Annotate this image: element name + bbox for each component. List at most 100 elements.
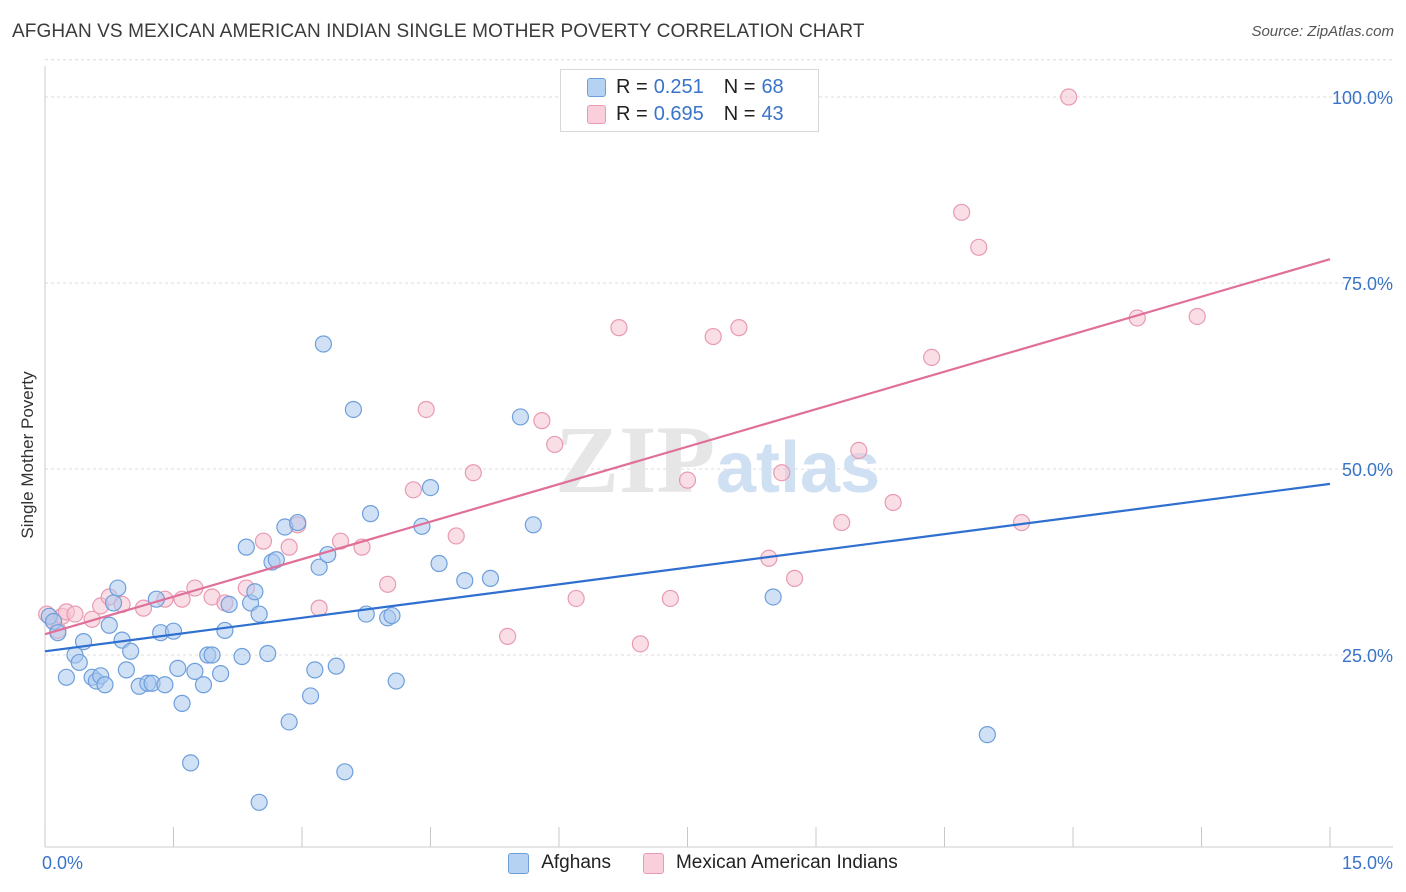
legend-label-mexican-american-indians: Mexican American Indians [675, 852, 898, 873]
trend-line-mexican-american-indians [44, 258, 1331, 636]
data-point-afghans [212, 664, 230, 683]
data-point-mexican-american-indians [464, 464, 482, 482]
data-point-afghans [481, 569, 500, 587]
data-point-afghans [194, 676, 213, 694]
data-point-mexican-american-indians [850, 441, 868, 459]
chart-title: AFGHAN VS MEXICAN AMERICAN INDIAN SINGLE… [12, 21, 865, 42]
data-point-afghans [361, 505, 380, 523]
legend-swatch-mexican-american-indians [642, 852, 664, 874]
source-label: Source: ZipAtlas.com [1251, 23, 1394, 40]
legend-label-afghans: Afghans [541, 852, 611, 873]
data-point-afghans [764, 588, 782, 606]
data-point-afghans [164, 622, 183, 640]
data-point-mexican-american-indians [331, 532, 350, 550]
axes [44, 66, 1393, 848]
data-point-afghans [456, 571, 474, 590]
correlation-legend: R = 0.251 N = 68 R = 0.695 N = 43 [560, 69, 819, 132]
legend-n-value: 43 [761, 102, 784, 125]
grid-lines [45, 59, 1393, 656]
data-point-afghans [169, 659, 187, 677]
data-point-afghans [327, 657, 345, 675]
data-point-afghans [246, 583, 264, 601]
data-point-afghans [301, 687, 320, 705]
y-tick-label: 25.0% [1342, 646, 1393, 666]
data-point-mexican-american-indians [533, 412, 551, 430]
legend-n-label: N = [723, 75, 756, 98]
data-point-mexican-american-indians [631, 635, 649, 653]
y-tick-label: 50.0% [1342, 460, 1393, 480]
series-mexican-american-indians-points [38, 88, 1206, 653]
legend-row-afghans: R = 0.251 N = 68 [587, 75, 784, 99]
data-point-afghans [216, 621, 234, 640]
data-point-afghans [421, 479, 440, 497]
y-tick-label: 75.0% [1342, 274, 1393, 294]
watermark-atlas: atlas [716, 428, 880, 508]
watermark-zip: ZIP [555, 406, 715, 513]
data-point-mexican-american-indians [310, 599, 328, 617]
legend-r-value: 0.251 [653, 75, 704, 98]
data-point-afghans [173, 694, 191, 712]
data-point-mexican-american-indians [417, 400, 435, 419]
data-point-mexican-american-indians [884, 493, 902, 512]
data-point-mexican-american-indians [730, 319, 748, 337]
data-point-mexican-american-indians [661, 589, 679, 608]
data-point-mexican-american-indians [773, 464, 791, 482]
data-point-mexican-american-indians [404, 481, 422, 499]
data-point-afghans [383, 606, 401, 625]
data-point-afghans [314, 335, 333, 353]
data-point-mexican-american-indians [610, 319, 628, 337]
y-axis-title: Single Mother Poverty [18, 371, 37, 539]
legend-swatch-afghans [587, 77, 606, 97]
data-point-afghans [96, 676, 114, 694]
series-afghans-points [40, 335, 996, 811]
data-point-afghans [524, 516, 542, 534]
data-point-afghans [186, 662, 204, 680]
trend-line-afghans [44, 482, 1331, 653]
legend-item-afghans: Afghans [508, 852, 611, 874]
data-point-afghans [104, 594, 123, 612]
data-point-afghans [306, 661, 324, 679]
legend-r-value: 0.695 [653, 102, 704, 125]
axis-labels: 25.0% 50.0% 75.0% 100.0% 0.0% 15.0% Single Mot… [18, 88, 1393, 873]
data-point-mexican-american-indians [66, 605, 84, 623]
y-tick-label: 100.0% [1332, 88, 1393, 108]
data-point-mexican-american-indians [1188, 307, 1206, 326]
legend-r-label: R = [616, 75, 648, 98]
x-tick-label-max: 15.0% [1342, 853, 1393, 873]
watermark: ZIP atlas [555, 406, 880, 513]
data-point-afghans [109, 579, 127, 597]
data-point-afghans [70, 653, 88, 672]
data-point-afghans [344, 400, 362, 419]
trend-lines [44, 258, 1331, 653]
data-point-mexican-american-indians [953, 203, 971, 221]
data-point-mexican-american-indians [379, 575, 397, 593]
data-point-mexican-american-indians [833, 513, 851, 532]
legend-row-mexican-american-indians: R = 0.695 N = 43 [587, 102, 784, 126]
legend-r-label: R = [616, 102, 648, 125]
data-point-afghans [250, 793, 268, 811]
data-point-afghans [237, 538, 255, 556]
data-point-mexican-american-indians [567, 589, 585, 608]
data-point-mexican-american-indians [499, 627, 517, 646]
data-point-afghans [203, 646, 221, 664]
data-point-afghans [156, 676, 174, 694]
data-point-mexican-american-indians [546, 435, 564, 454]
x-tick-label-min: 0.0% [42, 853, 83, 873]
data-point-afghans [259, 644, 277, 663]
data-point-afghans [310, 558, 328, 576]
data-point-afghans [250, 605, 268, 623]
data-point-afghans [430, 554, 448, 573]
data-point-mexican-american-indians [1060, 88, 1078, 106]
data-point-mexican-american-indians [678, 471, 697, 489]
data-point-mexican-american-indians [280, 538, 298, 556]
legend-swatch-afghans [508, 852, 530, 874]
data-point-mexican-american-indians [704, 327, 722, 346]
data-point-afghans [233, 647, 251, 666]
legend-item-mexican-american-indians: Mexican American Indians [642, 852, 898, 874]
data-point-afghans [57, 668, 76, 686]
data-point-mexican-american-indians [970, 238, 988, 256]
data-point-mexican-american-indians [447, 527, 465, 545]
data-point-mexican-american-indians [254, 532, 273, 550]
data-point-afghans [182, 754, 200, 772]
